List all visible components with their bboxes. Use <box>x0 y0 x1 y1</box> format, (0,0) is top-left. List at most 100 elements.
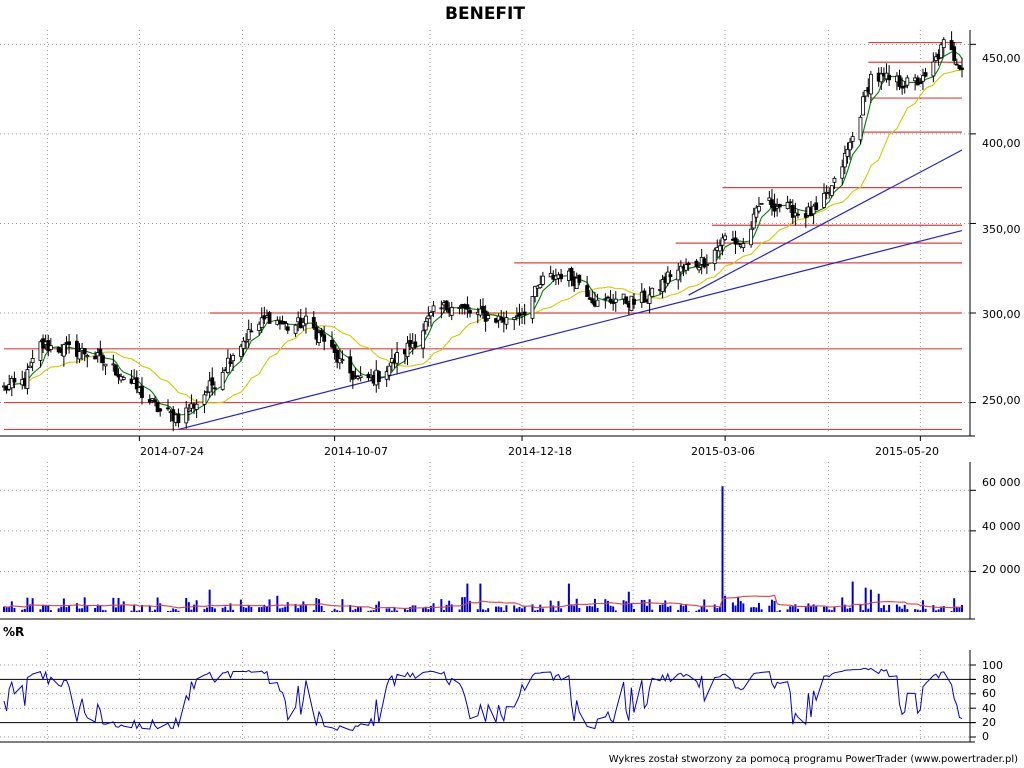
volume-panel: 20 000 40 000 60 000 <box>0 462 1021 620</box>
candle-body <box>486 315 491 320</box>
price-panel: 250,00 300,00 350,00 400,00 450,00 2014-… <box>0 30 1021 458</box>
volume-bar <box>849 607 852 612</box>
candle-body <box>814 202 819 210</box>
candle-body <box>845 148 850 157</box>
candle-body <box>176 413 181 424</box>
volume-bar <box>104 610 107 612</box>
date-tick-label: 2015-03-06 <box>691 445 755 458</box>
volume-bar <box>86 605 89 612</box>
volume-y-axis: 20 000 40 000 60 000 <box>982 476 1021 576</box>
candle-body <box>960 67 964 70</box>
volume-bar <box>479 583 482 612</box>
volume-bar <box>440 599 443 612</box>
volume-bar <box>260 607 263 612</box>
volume-bar <box>539 604 542 612</box>
volume-bar <box>8 606 11 612</box>
candle-body <box>77 351 82 360</box>
volume-bar <box>682 605 685 612</box>
volume-bar <box>458 609 461 612</box>
volume-bar <box>213 608 216 612</box>
volume-bar <box>921 600 924 612</box>
candle-body <box>153 399 157 403</box>
candle-body <box>395 352 399 364</box>
candle-body <box>210 377 215 386</box>
candle-body <box>9 378 14 389</box>
volume-bar <box>804 607 807 612</box>
volume-bar <box>591 606 594 612</box>
volume-bar <box>570 604 573 612</box>
candle-body <box>444 300 449 310</box>
volume-bar <box>78 608 81 612</box>
volume-bar <box>937 609 940 612</box>
trendlines <box>178 149 963 430</box>
candle-body <box>439 307 444 310</box>
wr-tick-label: 60 <box>982 687 996 700</box>
candle-body <box>632 298 636 305</box>
volume-bar <box>466 583 469 612</box>
candle-body <box>48 345 53 350</box>
volume-bar <box>68 605 71 612</box>
candle-body <box>915 77 920 86</box>
candle-body <box>421 330 426 349</box>
candle-body <box>538 284 543 289</box>
candle-body <box>954 63 959 66</box>
volume-bar <box>882 605 885 612</box>
candle-body <box>184 407 189 424</box>
candle-body <box>785 201 790 210</box>
volume-bar <box>700 606 703 612</box>
volume-bar <box>755 607 758 612</box>
volume-bar <box>536 609 539 612</box>
volume-bar <box>185 597 188 612</box>
volume-bar <box>174 609 177 612</box>
candle-body <box>74 340 79 357</box>
volume-bar <box>596 607 599 612</box>
volume-bar <box>502 610 505 612</box>
candle-body <box>283 321 288 324</box>
candle-body <box>249 330 254 333</box>
volume-bar <box>354 608 357 612</box>
volume-bar <box>57 608 60 612</box>
volume-bar <box>914 609 917 612</box>
wr-tick-label: 40 <box>982 702 996 715</box>
candle-body <box>751 213 756 229</box>
volume-bar <box>651 609 654 612</box>
volume-bar <box>573 605 576 612</box>
candle-body <box>387 365 392 376</box>
volume-bar <box>898 606 901 612</box>
volume-bar <box>664 600 667 612</box>
volume-bar <box>13 608 16 612</box>
volume-bar <box>698 609 701 612</box>
volume-bar <box>614 610 617 612</box>
candle-body <box>590 298 595 304</box>
trendline <box>178 230 963 430</box>
candle-body <box>413 341 418 348</box>
volume-bar <box>388 608 391 612</box>
volume-bar <box>312 610 315 612</box>
volume-bar <box>518 606 521 612</box>
volume-average <box>3 594 963 610</box>
volume-bar <box>721 486 724 612</box>
volume-bar <box>172 608 175 612</box>
volume-bar <box>302 601 305 612</box>
candle-body <box>449 307 454 316</box>
candle-body <box>358 375 363 379</box>
candle-body <box>902 85 907 88</box>
volume-bar <box>167 610 170 612</box>
candle-body <box>723 235 728 240</box>
volume-bar <box>445 604 448 612</box>
volume-bar <box>232 609 235 612</box>
candle-body <box>340 359 345 362</box>
volume-bar <box>541 608 544 612</box>
candle-body <box>829 185 834 196</box>
volume-bar <box>815 605 818 612</box>
volume-bar <box>317 599 320 612</box>
volume-bar <box>500 607 503 612</box>
volume-bar <box>409 606 412 612</box>
candle-body <box>684 264 688 271</box>
volume-bar <box>705 609 708 612</box>
volume-bar <box>331 611 334 612</box>
volume-tick-label: 40 000 <box>982 520 1021 533</box>
candle-body <box>790 204 795 218</box>
volume-bar <box>789 606 792 612</box>
